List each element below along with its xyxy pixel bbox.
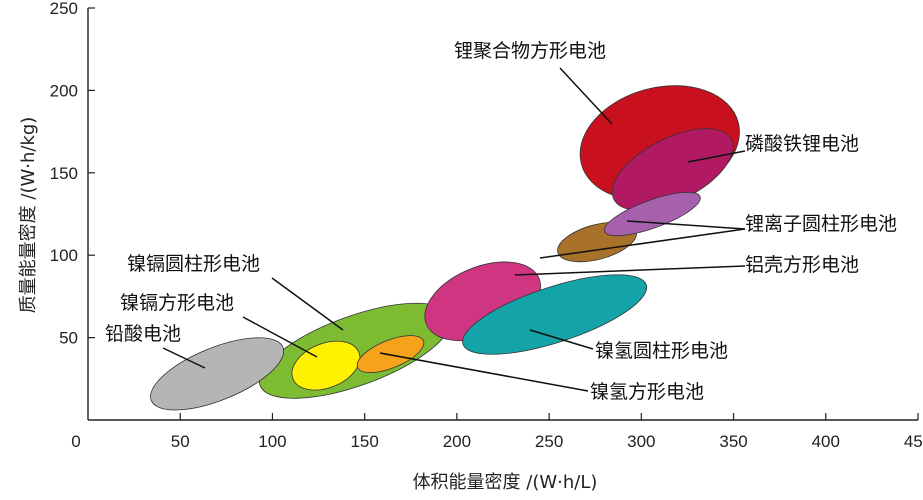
tick-labels: 50 100 150 200 250 300 350 400 450 50 100 150 200 250 <box>50 0 923 451</box>
leader-line <box>626 220 746 230</box>
y-tick-label: 150 <box>50 164 78 183</box>
region-label: 镍镉圆柱形电池 <box>127 253 260 275</box>
region-label: 镍氢圆柱形电池 <box>595 340 728 362</box>
leader-line <box>687 150 746 163</box>
region-label: 锂离子圆柱形电池 <box>745 213 897 235</box>
leader-line <box>559 67 613 125</box>
y-tick-label: 200 <box>50 81 78 100</box>
region-label: 镍镉方形电池 <box>120 292 234 314</box>
region-ellipse <box>604 191 701 237</box>
leader-line <box>529 329 594 350</box>
label-leader-lines <box>162 67 746 392</box>
x-tick-label: 300 <box>627 432 655 451</box>
x-tick-label: 100 <box>258 432 286 451</box>
origin-label: 0 <box>71 432 80 451</box>
leader-line <box>539 228 746 259</box>
y-tick-label: 50 <box>59 329 78 348</box>
x-tick-label: 150 <box>350 432 378 451</box>
region-label: 铅酸电池 <box>105 323 181 345</box>
leader-line <box>271 277 344 331</box>
y-tick-label: 250 <box>50 0 78 18</box>
region-ellipses <box>150 85 740 411</box>
x-tick-label: 250 <box>535 432 563 451</box>
x-axis-title: 体积能量密度 /(W·h/L) <box>413 472 598 493</box>
y-axis-title: 质量能量密度 /(W·h/kg) <box>18 117 39 314</box>
region-ellipse <box>150 337 285 411</box>
region-label: 磷酸铁锂电池 <box>745 133 859 155</box>
axes <box>87 7 919 421</box>
x-tick-label: 450 <box>904 432 923 451</box>
region-ellipse <box>462 274 648 355</box>
region-label: 锂聚合物方形电池 <box>454 40 606 62</box>
region-label: 镍氢方形电池 <box>590 381 704 403</box>
region-label: 铝壳方形电池 <box>745 254 859 276</box>
x-tick-label: 350 <box>719 432 747 451</box>
leader-line <box>514 265 746 276</box>
x-tick-label: 50 <box>171 432 190 451</box>
leader-line <box>379 352 589 392</box>
leader-line <box>162 347 206 369</box>
leader-line <box>242 316 318 358</box>
x-tick-label: 400 <box>812 432 840 451</box>
region-ellipse <box>356 335 425 373</box>
y-tick-label: 100 <box>50 246 78 265</box>
x-tick-label: 200 <box>443 432 471 451</box>
